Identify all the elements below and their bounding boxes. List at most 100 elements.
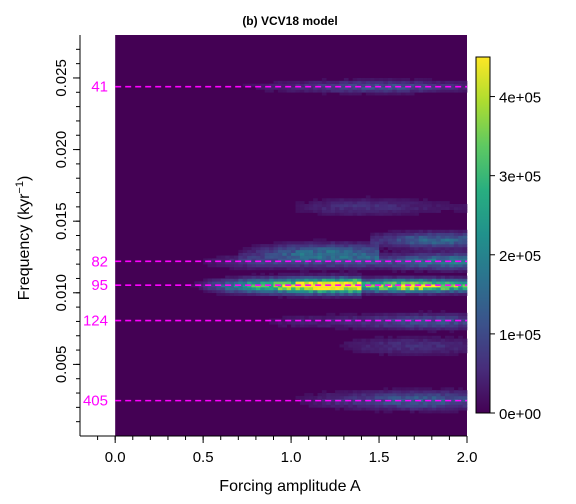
heatmap-cell xyxy=(291,278,296,282)
heatmap-cell xyxy=(453,350,459,354)
heatmap-cell xyxy=(445,407,450,411)
heatmap-cell xyxy=(427,238,433,242)
heatmap-cell xyxy=(418,80,424,84)
heatmap-cell xyxy=(383,275,389,279)
heatmap-cell xyxy=(427,267,433,271)
heatmap-cell xyxy=(458,341,463,345)
heatmap-cell xyxy=(427,89,433,93)
heatmap-cell xyxy=(374,232,380,236)
heatmap-cell xyxy=(348,209,353,213)
heatmap-cell xyxy=(291,287,296,291)
heatmap-cell xyxy=(291,252,296,256)
heatmap-cell xyxy=(216,287,222,291)
heatmap-cell xyxy=(462,312,468,316)
heatmap-cell xyxy=(335,258,340,262)
heatmap-cell xyxy=(299,203,305,208)
heatmap-cell xyxy=(414,246,419,251)
heatmap-cell xyxy=(343,321,349,325)
heatmap-cell xyxy=(339,278,345,282)
heatmap-cell xyxy=(458,324,463,328)
heatmap-cell xyxy=(405,212,411,216)
heatmap-cell xyxy=(330,284,336,288)
heatmap-cell xyxy=(462,246,468,251)
heatmap-cell xyxy=(449,410,455,414)
heatmap-cell xyxy=(357,324,362,328)
heatmap-cell xyxy=(357,198,362,202)
heatmap-cell xyxy=(379,86,384,90)
heatmap-cell xyxy=(308,89,314,93)
heatmap-cell xyxy=(335,246,340,251)
heatmap-cell xyxy=(379,275,384,279)
heatmap-cell xyxy=(365,206,371,211)
heatmap-cell xyxy=(449,338,455,342)
heatmap-cell xyxy=(387,244,393,248)
heatmap-cell xyxy=(427,275,433,279)
heatmap-cell xyxy=(321,252,327,256)
heatmap-cell xyxy=(273,267,279,271)
heatmap-cell xyxy=(440,292,446,296)
heatmap-cell xyxy=(357,272,362,276)
heatmap-cell xyxy=(374,289,380,294)
heatmap-cell xyxy=(405,324,411,328)
heatmap-cell xyxy=(295,321,301,325)
heatmap-cell xyxy=(427,327,433,331)
heatmap-cell xyxy=(238,252,244,256)
heatmap-cell xyxy=(379,289,384,294)
heatmap-cell xyxy=(392,395,397,400)
heatmap-cell xyxy=(374,275,380,279)
heatmap-cell xyxy=(453,289,459,294)
heatmap-cell xyxy=(387,252,393,256)
heatmap-cell xyxy=(361,321,367,325)
heatmap-cell xyxy=(335,241,340,245)
heatmap-cell xyxy=(418,83,424,87)
heatmap-cell xyxy=(357,264,362,268)
heatmap-cell xyxy=(339,289,345,294)
heatmap-cell xyxy=(277,281,283,285)
heatmap-cell xyxy=(401,404,406,408)
heatmap-cell xyxy=(326,209,331,213)
heatmap-cell xyxy=(361,201,367,205)
heatmap-cell xyxy=(317,212,323,216)
heatmap-cell xyxy=(392,404,397,408)
heatmap-cell xyxy=(379,404,384,408)
heatmap-cell xyxy=(321,80,327,84)
heatmap-cell xyxy=(458,232,463,236)
heatmap-cell xyxy=(405,241,411,245)
heatmap-cell xyxy=(326,264,331,268)
heatmap-cell xyxy=(440,238,446,242)
heatmap-cell xyxy=(449,347,455,351)
heatmap-cell xyxy=(335,86,340,90)
heatmap-cell xyxy=(273,80,279,84)
heatmap-cell xyxy=(427,281,433,285)
heatmap-cell xyxy=(409,206,415,211)
heatmap-cell xyxy=(370,350,375,354)
heatmap-cell xyxy=(436,410,441,414)
heatmap-cell xyxy=(357,395,362,400)
heatmap-cell xyxy=(233,264,239,268)
heatmap-cell xyxy=(392,321,397,325)
heatmap-cell xyxy=(445,264,450,268)
heatmap-cell xyxy=(392,229,397,233)
heatmap-cell xyxy=(348,249,353,253)
heatmap-cell xyxy=(392,235,397,239)
heatmap-cell xyxy=(462,284,468,288)
heatmap-cell xyxy=(405,258,411,262)
heatmap-cell xyxy=(387,287,393,291)
heatmap-cell xyxy=(255,281,261,285)
heatmap-cell xyxy=(427,287,433,291)
heatmap-cell xyxy=(405,395,411,400)
heatmap-cell xyxy=(401,387,406,391)
heatmap-cell xyxy=(449,289,455,294)
heatmap-cell xyxy=(445,269,450,274)
heatmap-cell xyxy=(304,252,309,256)
heatmap-cell xyxy=(436,264,441,268)
heatmap-cell xyxy=(462,83,468,87)
heatmap-cell xyxy=(453,252,459,256)
heatmap-cell xyxy=(317,203,323,208)
heatmap-cell xyxy=(321,206,327,211)
heatmap-cell xyxy=(401,289,406,294)
heatmap-cell xyxy=(423,390,428,394)
heatmap-cell xyxy=(291,295,296,299)
heatmap-cell xyxy=(409,92,415,96)
heatmap-cell xyxy=(374,252,380,256)
